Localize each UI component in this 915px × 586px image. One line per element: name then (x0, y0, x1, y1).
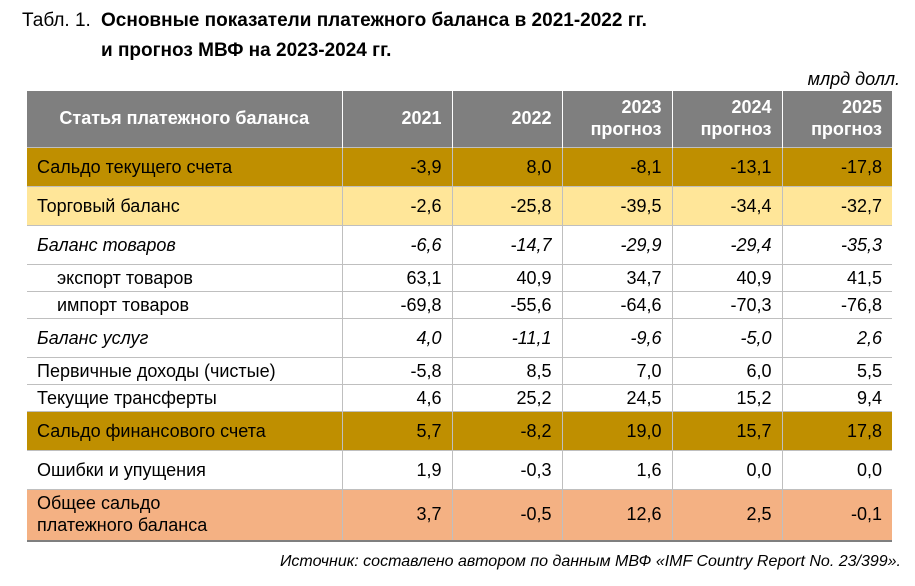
row-label: Баланс услуг (27, 318, 342, 358)
cell-2023: 1,6 (561, 450, 672, 490)
cell-2021: 5,7 (341, 411, 452, 451)
row-label-line-2: платежного баланса (37, 515, 208, 535)
row-label: Сальдо финансового счета (27, 411, 342, 451)
table-row: Первичные доходы (чистые) -5,8 8,5 7,0 6… (27, 357, 892, 385)
cell-2023: -8,1 (561, 147, 672, 187)
header-2024: 2024 прогноз (671, 91, 782, 148)
cell-2024: 15,7 (671, 411, 782, 451)
cell-2025: -35,3 (781, 225, 892, 265)
cell-2021: -2,6 (341, 186, 452, 226)
cell-2022: 8,5 (451, 357, 562, 385)
title-line-2: и прогноз МВФ на 2023-2024 гг. (101, 40, 392, 61)
cell-2025: -76,8 (781, 291, 892, 319)
title-line-1: Основные показатели платежного баланса в… (101, 10, 647, 31)
cell-2024: -34,4 (671, 186, 782, 226)
table-row: Текущие трансферты 4,6 25,2 24,5 15,2 9,… (27, 384, 892, 412)
row-label: Сальдо текущего счета (27, 147, 342, 187)
cell-2023: 7,0 (561, 357, 672, 385)
cell-2022: -14,7 (451, 225, 562, 265)
cell-2022: -55,6 (451, 291, 562, 319)
cell-2025: -0,1 (781, 489, 892, 542)
cell-2025: 0,0 (781, 450, 892, 490)
cell-2021: 4,6 (341, 384, 452, 412)
cell-2022: -25,8 (451, 186, 562, 226)
cell-2023: 34,7 (561, 264, 672, 292)
cell-2023: 12,6 (561, 489, 672, 542)
cell-2023: -9,6 (561, 318, 672, 358)
cell-2025: -32,7 (781, 186, 892, 226)
cell-2021: -5,8 (341, 357, 452, 385)
table-row: экспорт товаров 63,1 40,9 34,7 40,9 41,5 (27, 264, 892, 292)
cell-2025: 2,6 (781, 318, 892, 358)
header-article: Статья платежного баланса (27, 91, 342, 148)
cell-2024: 0,0 (671, 450, 782, 490)
header-2025: 2025 прогноз (781, 91, 892, 148)
row-label: экспорт товаров (27, 264, 342, 292)
cell-2022: 25,2 (451, 384, 562, 412)
row-label: Текущие трансферты (27, 384, 342, 412)
cell-2021: -3,9 (341, 147, 452, 187)
cell-2024: 2,5 (671, 489, 782, 542)
cell-2025: 17,8 (781, 411, 892, 451)
table-row: Сальдо текущего счета -3,9 8,0 -8,1 -13,… (27, 147, 892, 187)
row-label: Первичные доходы (чистые) (27, 357, 342, 385)
cell-2024: -70,3 (671, 291, 782, 319)
row-label-line-1: Общее сальдо (37, 493, 161, 514)
table-row: Торговый баланс -2,6 -25,8 -39,5 -34,4 -… (27, 186, 892, 226)
cell-2024: 6,0 (671, 357, 782, 385)
table-row: Сальдо финансового счета 5,7 -8,2 19,0 1… (27, 411, 892, 451)
cell-2022: -8,2 (451, 411, 562, 451)
cell-2023: 24,5 (561, 384, 672, 412)
cell-2022: -0,5 (451, 489, 562, 542)
balance-of-payments-table: Статья платежного баланса 2021 2022 2023… (27, 91, 892, 542)
cell-2023: 19,0 (561, 411, 672, 451)
cell-2022: -11,1 (451, 318, 562, 358)
cell-2021: 1,9 (341, 450, 452, 490)
cell-2021: -69,8 (341, 291, 452, 319)
cell-2025: 9,4 (781, 384, 892, 412)
table-row: импорт товаров -69,8 -55,6 -64,6 -70,3 -… (27, 291, 892, 319)
header-2022: 2022 (451, 91, 562, 148)
cell-2025: 5,5 (781, 357, 892, 385)
cell-2025: -17,8 (781, 147, 892, 187)
table-number: Табл. 1. (22, 10, 91, 31)
cell-2023: -29,9 (561, 225, 672, 265)
row-label: Торговый баланс (27, 186, 342, 226)
cell-2024: -5,0 (671, 318, 782, 358)
table-row: Баланс услуг 4,0 -11,1 -9,6 -5,0 2,6 (27, 318, 892, 358)
cell-2022: 8,0 (451, 147, 562, 187)
cell-2022: 40,9 (451, 264, 562, 292)
cell-2021: -6,6 (341, 225, 452, 265)
row-label: импорт товаров (27, 291, 342, 319)
cell-2022: -0,3 (451, 450, 562, 490)
row-label: Баланс товаров (27, 225, 342, 265)
unit-label: млрд долл. (807, 69, 900, 89)
cell-2024: -29,4 (671, 225, 782, 265)
cell-2021: 4,0 (341, 318, 452, 358)
cell-2024: 15,2 (671, 384, 782, 412)
cell-2021: 63,1 (341, 264, 452, 292)
cell-2024: 40,9 (671, 264, 782, 292)
table-row: Ошибки и упущения 1,9 -0,3 1,6 0,0 0,0 (27, 450, 892, 490)
cell-2024: -13,1 (671, 147, 782, 187)
source-note: Источник: составлено автором по данным М… (279, 553, 901, 570)
cell-2023: -39,5 (561, 186, 672, 226)
table-row: Общее сальдо платежного баланса 3,7 -0,5 … (27, 489, 892, 542)
cell-2023: -64,6 (561, 291, 672, 319)
row-label: Ошибки и упущения (27, 450, 342, 490)
header-2023: 2023 прогноз (561, 91, 672, 148)
header-2021: 2021 (341, 91, 452, 148)
cell-2021: 3,7 (341, 489, 452, 542)
cell-2025: 41,5 (781, 264, 892, 292)
table-row: Баланс товаров -6,6 -14,7 -29,9 -29,4 -3… (27, 225, 892, 265)
row-label: Общее сальдо платежного баланса (27, 489, 342, 542)
header-row: Статья платежного баланса 2021 2022 2023… (27, 91, 892, 148)
